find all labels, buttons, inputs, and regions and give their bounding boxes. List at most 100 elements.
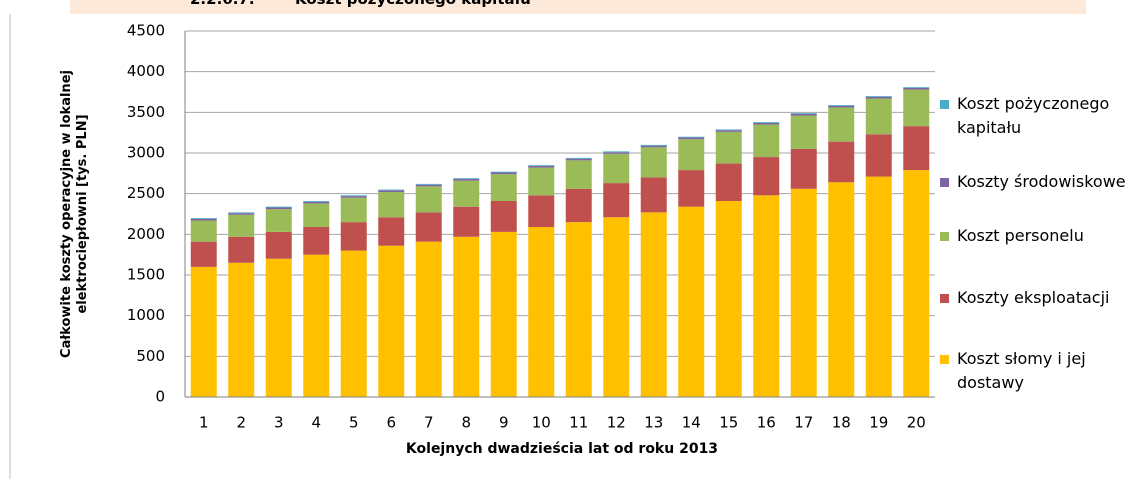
x-tick-label: 5 xyxy=(349,414,359,432)
legend-entry: Koszty eksploatacji xyxy=(940,286,1130,310)
x-tick-label: 8 xyxy=(461,414,471,432)
legend-entry: Koszt słomy i jej dostawy xyxy=(940,347,1130,395)
bar-segment xyxy=(490,200,517,232)
heading-banner: 2.2.6.7. Koszt pożyczonego kapitału xyxy=(70,0,1086,14)
bar-segment xyxy=(603,153,630,184)
x-tick-label: 12 xyxy=(607,414,626,432)
legend-swatch xyxy=(940,294,949,303)
bar-segment xyxy=(340,196,367,198)
bar-segment xyxy=(528,167,555,196)
bar-segment xyxy=(640,177,667,213)
legend-label: Koszt personelu xyxy=(957,226,1084,245)
bar-segment xyxy=(265,209,292,232)
legend-swatch xyxy=(940,232,949,241)
bar-segment xyxy=(490,172,517,175)
bar-segment xyxy=(490,174,517,201)
x-tick-label: 9 xyxy=(499,414,509,432)
bar-segment xyxy=(378,217,405,246)
bar-segment xyxy=(303,254,330,397)
x-tick-label: 16 xyxy=(757,414,776,432)
bar-segment xyxy=(190,220,217,242)
bar-segment xyxy=(715,131,742,164)
x-tick-label: 20 xyxy=(907,414,926,432)
bar-segment xyxy=(528,165,555,167)
bar-segment xyxy=(565,158,592,161)
y-tick-label: 0 xyxy=(155,388,165,406)
legend-label: Koszty środowiskowe xyxy=(957,172,1126,191)
bar-segment xyxy=(340,195,367,197)
y-tick-label: 3500 xyxy=(127,103,165,121)
x-tick-label: 11 xyxy=(569,414,588,432)
bar-segment xyxy=(453,178,480,180)
legend-swatch xyxy=(940,100,949,109)
y-tick-label: 2500 xyxy=(127,184,165,202)
y-tick-label: 1500 xyxy=(127,266,165,284)
bar-segment xyxy=(340,222,367,251)
bar-segment xyxy=(603,217,630,397)
x-tick-label: 14 xyxy=(682,414,701,432)
y-tick-label: 4000 xyxy=(127,62,165,80)
legend-entry: Koszt personelu xyxy=(940,224,1130,248)
bar-segment xyxy=(565,188,592,223)
bar-segment xyxy=(415,212,442,242)
bar-segment xyxy=(265,207,292,210)
bar-segment xyxy=(565,160,592,189)
x-tick-label: 6 xyxy=(386,414,396,432)
bar-segment xyxy=(678,139,705,171)
bar-segment xyxy=(753,122,780,123)
bar-segment xyxy=(790,188,817,397)
legend-label: Koszty eksploatacji xyxy=(957,288,1110,307)
legend-entry: Koszty środowiskowe xyxy=(940,170,1130,194)
bar-segment xyxy=(415,241,442,397)
bar-segment xyxy=(715,163,742,201)
bar-segment xyxy=(453,180,480,207)
bar-segment xyxy=(903,126,930,171)
bar-segment xyxy=(228,213,255,215)
bar-segment xyxy=(865,96,892,97)
bar-segment xyxy=(490,231,517,397)
bar-segment xyxy=(528,166,555,168)
bar-segment xyxy=(828,141,855,183)
legend-swatch xyxy=(940,178,949,187)
bar-segment xyxy=(228,214,255,237)
bar-segment xyxy=(228,236,255,263)
y-tick-label: 3000 xyxy=(127,144,165,162)
bar-segment xyxy=(453,179,480,181)
bar-segment xyxy=(603,183,630,218)
bar-segment xyxy=(190,218,217,221)
bar-segment xyxy=(528,195,555,228)
bar-segment xyxy=(678,137,705,140)
bar-segment xyxy=(565,157,592,159)
y-axis-label: Całkowite koszty operacyjne w lokalnej e… xyxy=(59,70,90,358)
heading-text: Koszt pożyczonego kapitału xyxy=(295,0,531,8)
bar-segment xyxy=(528,227,555,397)
bar-segment xyxy=(340,197,367,223)
bar-segment xyxy=(603,151,630,153)
bar-segment xyxy=(340,250,367,397)
bar-segment xyxy=(903,170,930,397)
bar-segment xyxy=(378,190,405,193)
x-axis-label: Kolejnych dwadzieścia lat od roku 2013 xyxy=(406,441,718,457)
bar-segment xyxy=(753,157,780,196)
bar-segment xyxy=(303,227,330,255)
bar-segment xyxy=(865,134,892,177)
bar-segment xyxy=(303,200,330,202)
bar-segment xyxy=(603,152,630,154)
x-tick-label: 19 xyxy=(869,414,888,432)
bar-segment xyxy=(865,98,892,135)
bar-segment xyxy=(415,184,442,187)
bar-segment xyxy=(378,245,405,397)
bar-segment xyxy=(753,122,780,125)
y-tick-label: 1000 xyxy=(127,306,165,324)
bar-segment xyxy=(190,241,217,267)
bar-segment xyxy=(790,113,817,114)
legend-label: Koszt pożyczonego kapitału xyxy=(957,94,1110,137)
y-tick-label: 2000 xyxy=(127,225,165,243)
bar-segment xyxy=(190,266,217,397)
bar-segment xyxy=(303,203,330,228)
bar-segment xyxy=(828,107,855,142)
bar-segment xyxy=(790,115,817,149)
legend-label: Koszt słomy i jej dostawy xyxy=(957,349,1086,392)
x-tick-label: 3 xyxy=(274,414,284,432)
